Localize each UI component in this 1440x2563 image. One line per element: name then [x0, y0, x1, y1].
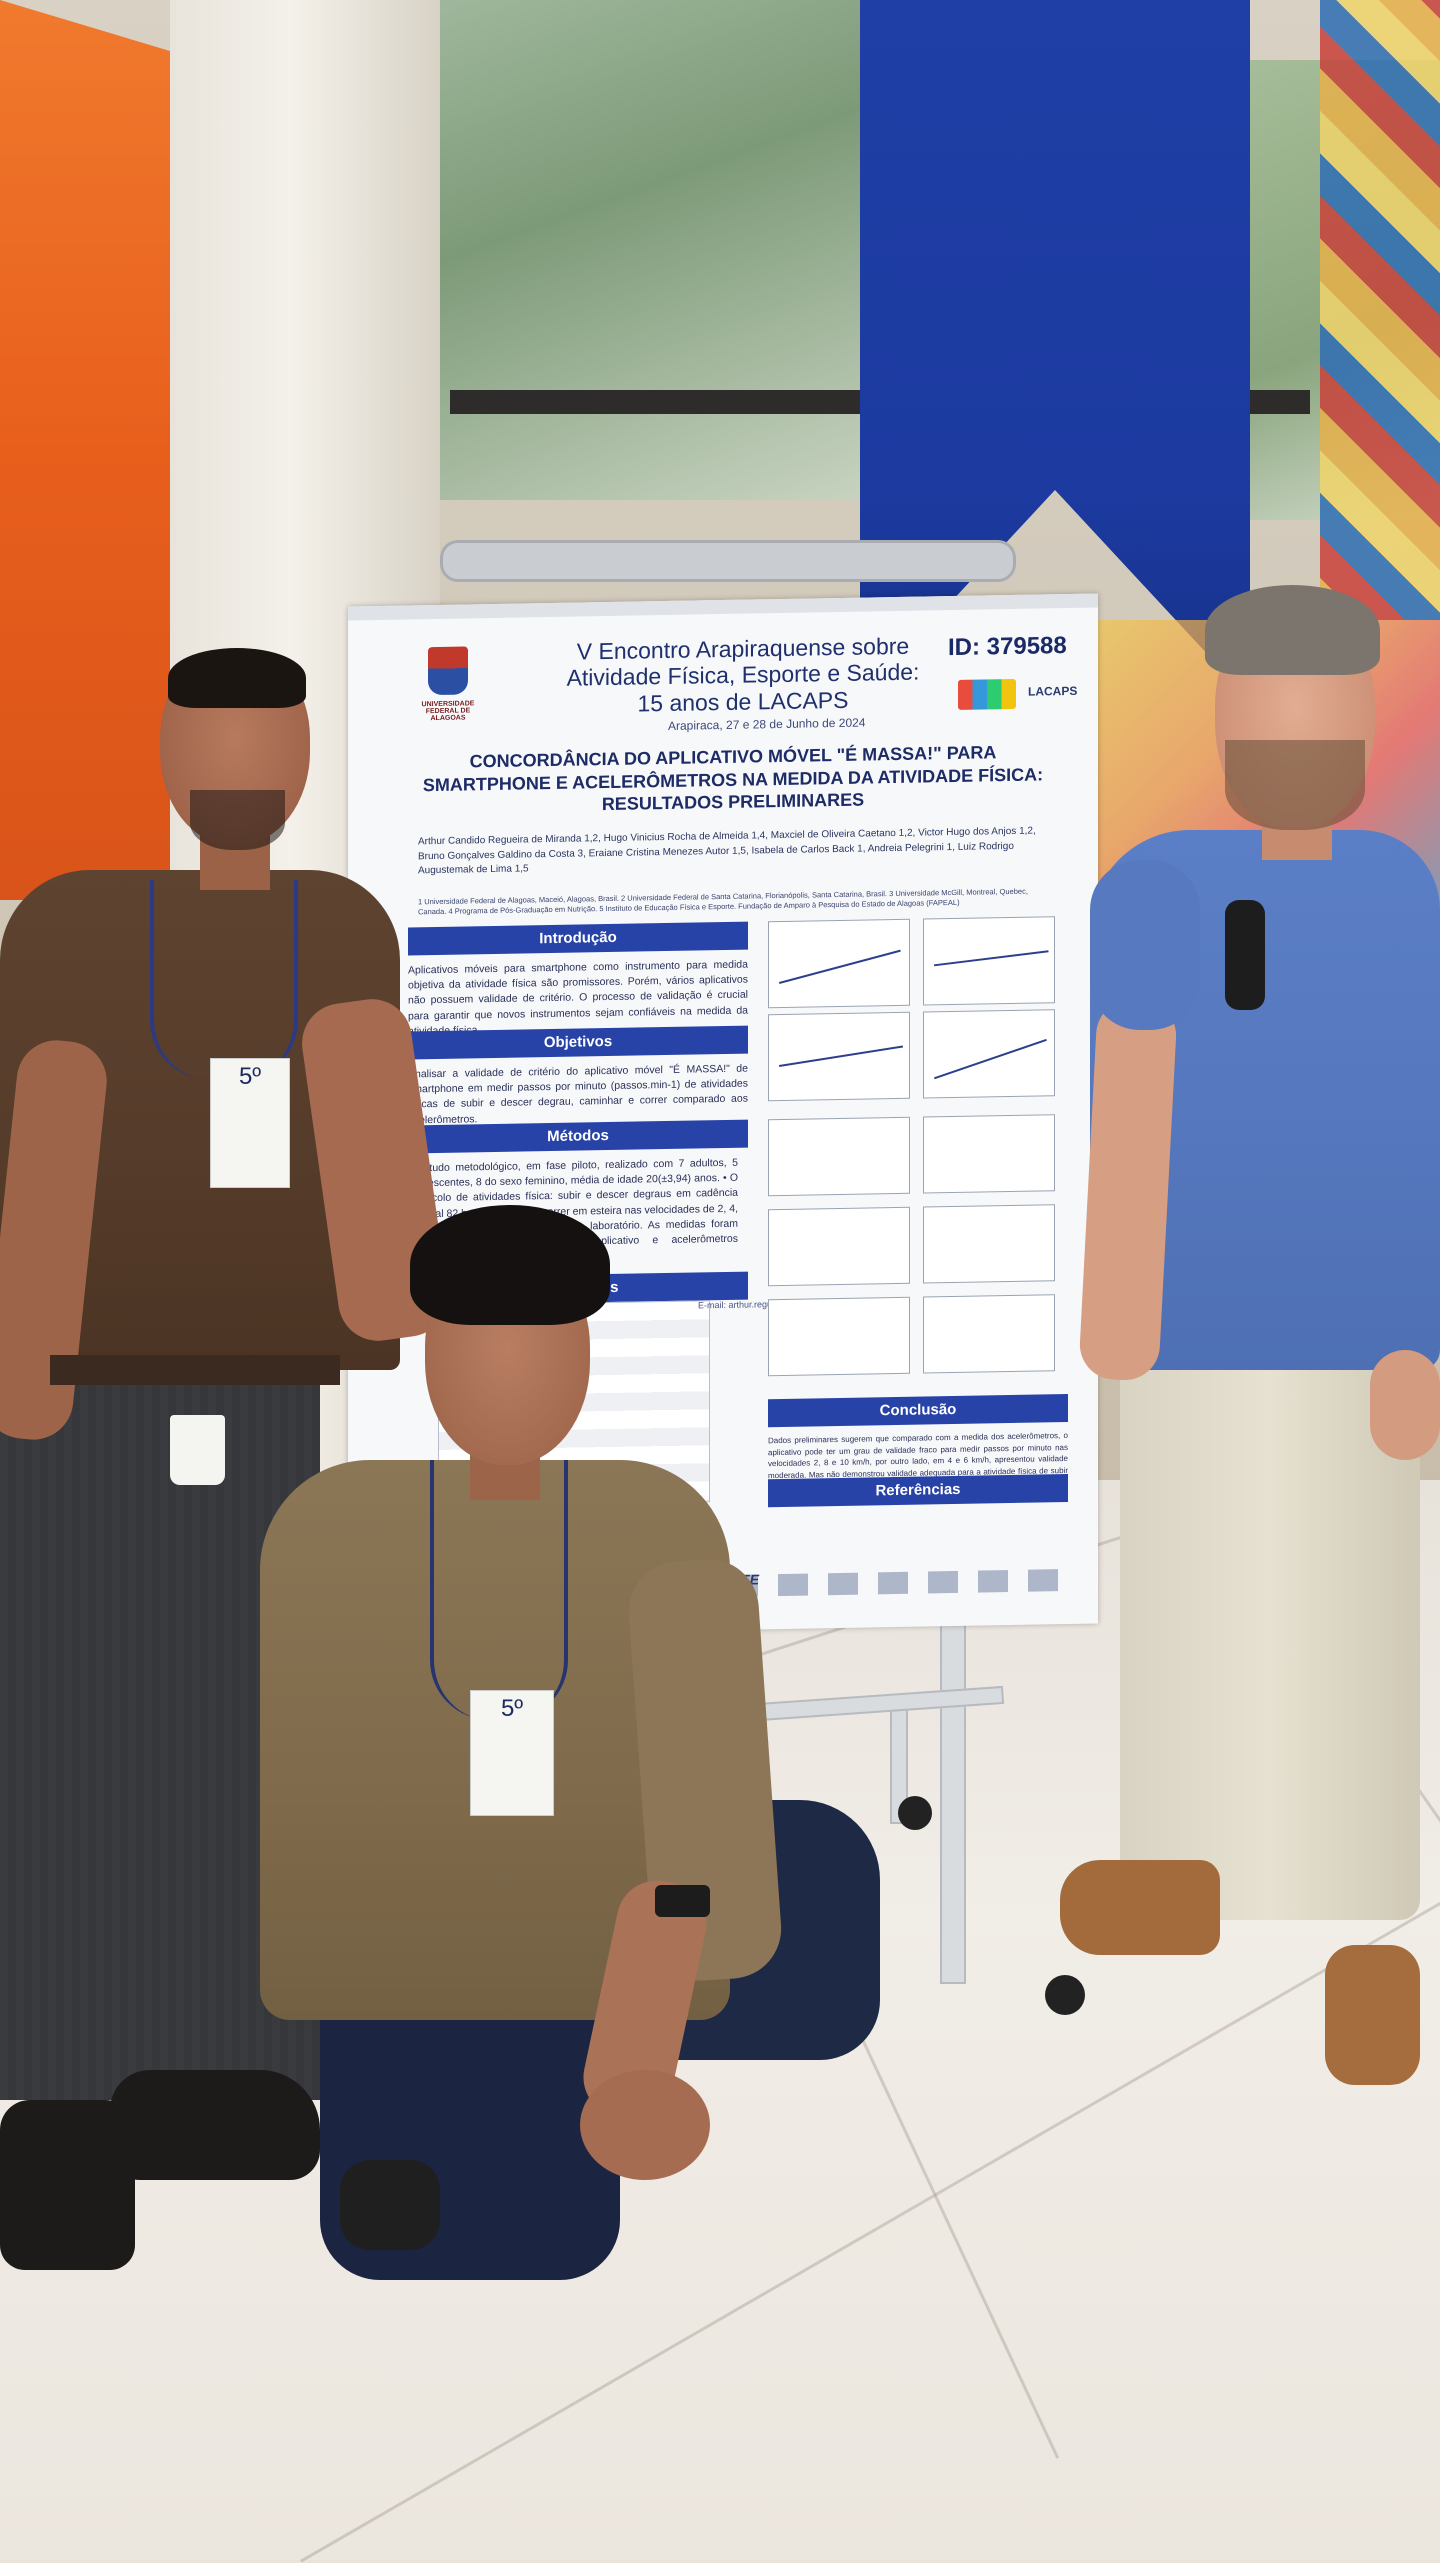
- right-man-shoe: [1060, 1860, 1220, 1955]
- scatter-plot: [923, 1009, 1055, 1099]
- section-conclusion-header: Conclusão: [768, 1393, 1068, 1428]
- stand-wheel: [898, 1796, 932, 1830]
- right-man-beard: [1225, 740, 1365, 830]
- stand-wheel: [1045, 1975, 1085, 2015]
- section-references-text: [768, 1508, 1068, 1513]
- plastic-cup: [170, 1415, 225, 1485]
- sunglasses-icon: [1225, 900, 1265, 1010]
- left-man-shoe: [110, 2070, 320, 2180]
- left-man-hair: [168, 648, 306, 708]
- scatter-plot: [923, 916, 1055, 1006]
- bland-altman-plot: [923, 1204, 1055, 1284]
- left-man-lanyard: [150, 880, 298, 1080]
- bland-altman-plot: [768, 1116, 910, 1197]
- university-shield-logo: [428, 646, 468, 696]
- kneeling-man-shoe: [340, 2160, 440, 2250]
- colored-blocks-logo: [958, 678, 1016, 710]
- bland-altman-plot: [768, 1296, 910, 1377]
- kneeling-man-lanyard: [430, 1460, 568, 1720]
- badge-number: 5º: [500, 1695, 524, 1722]
- scatter-plot: [768, 1011, 910, 1102]
- badge-number: 5º: [238, 1063, 262, 1090]
- event-date: Arapiraca, 27 e 28 de Junho de 2024: [668, 715, 866, 733]
- event-title: V Encontro Arapiraquense sobre Atividade…: [566, 632, 920, 717]
- section-objectives-header: Objetivos: [408, 1025, 748, 1060]
- poster-title: CONCORDÂNCIA DO APLICATIVO MÓVEL "É MASS…: [422, 742, 1044, 815]
- poster-id: ID: 379588: [948, 631, 1067, 662]
- right-man-sleeve: [1090, 860, 1200, 1030]
- section-methods-header: Métodos: [408, 1119, 748, 1154]
- kneeling-man-hair: [410, 1205, 610, 1325]
- right-man-hair: [1205, 585, 1380, 675]
- scatter-plot: [768, 918, 910, 1009]
- right-man-shoe: [1325, 1945, 1420, 2085]
- left-man-beard: [190, 790, 285, 850]
- bland-altman-plot: [923, 1114, 1055, 1194]
- university-logo-text: UNIVERSIDADE FEDERAL DE ALAGOAS: [421, 700, 475, 723]
- section-intro-header: Introdução: [408, 921, 748, 956]
- kneeling-man-hand: [580, 2070, 710, 2180]
- section-objectives-text: Analisar a validade de critério do aplic…: [408, 1062, 748, 1127]
- bland-altman-plot: [923, 1294, 1055, 1374]
- wristwatch: [655, 1885, 710, 1917]
- poster-affiliations: 1 Universidade Federal de Alagoas, Macei…: [418, 886, 1028, 917]
- poster-authors: Arthur Candido Regueira de Miranda 1,2, …: [418, 825, 1036, 877]
- window-with-trees: [440, 0, 870, 500]
- left-man-belt: [50, 1355, 340, 1385]
- bland-altman-plot: [768, 1206, 910, 1287]
- decorative-flags: [1320, 0, 1440, 620]
- banner-stand-top-bar: [440, 540, 1016, 582]
- left-man-name-badge: 5º: [210, 1058, 290, 1188]
- kneeling-man-name-badge: 5º: [470, 1690, 554, 1816]
- right-man-hand: [1370, 1350, 1440, 1460]
- banner-stand-pole: [940, 1600, 966, 1984]
- lab-logo: LACAPS: [1028, 683, 1078, 699]
- section-references-header: Referências: [768, 1473, 1068, 1508]
